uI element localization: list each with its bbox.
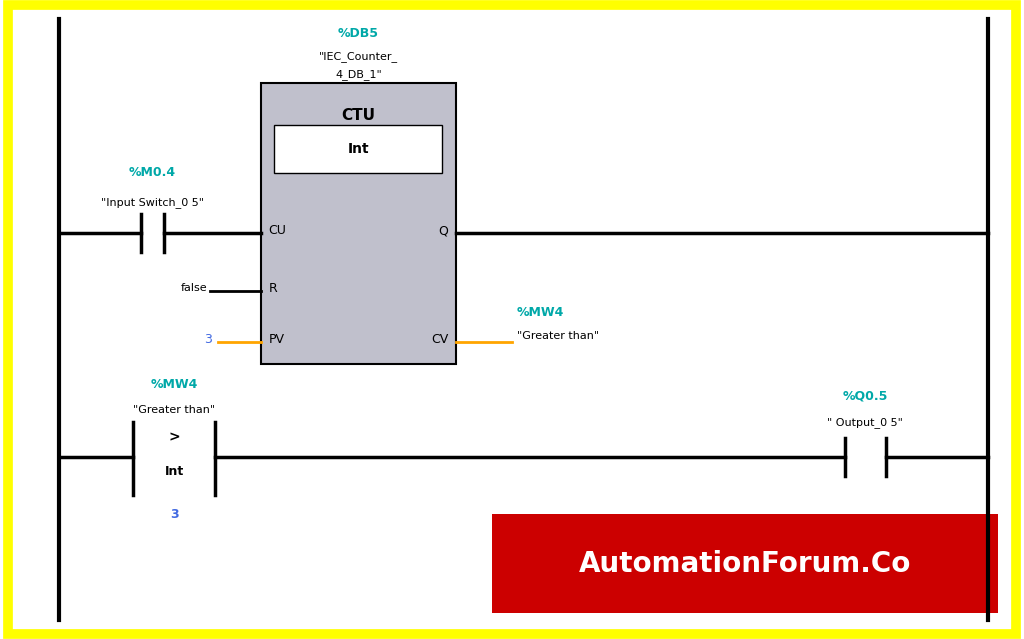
Text: >: > [168,431,180,445]
Text: AutomationForum.Co: AutomationForum.Co [579,550,911,578]
Text: CV: CV [431,333,449,346]
Text: %DB5: %DB5 [338,27,379,40]
Text: "Greater than": "Greater than" [133,405,215,415]
Text: R: R [268,282,278,295]
Text: %MW4: %MW4 [517,306,564,319]
Bar [261,83,456,364]
Text: 3: 3 [170,508,178,521]
Text: "Input Switch_0 5": "Input Switch_0 5" [101,197,204,208]
Bar [492,514,998,613]
Text: %MW4: %MW4 [151,378,198,391]
Text: "Greater than": "Greater than" [517,330,599,341]
Text: PV: PV [268,333,285,346]
Text: %Q0.5: %Q0.5 [843,390,888,403]
Text: "IEC_Counter_: "IEC_Counter_ [318,51,398,62]
Text: CTU: CTU [341,107,376,123]
Text: 4_DB_1": 4_DB_1" [335,69,382,80]
Text: CU: CU [268,224,286,237]
Text: %M0.4: %M0.4 [129,166,176,179]
Text: Int: Int [347,142,370,155]
Text: 3: 3 [204,333,212,346]
Text: false: false [180,283,207,293]
Bar [274,125,442,173]
Text: " Output_0 5": " Output_0 5" [827,417,903,428]
Text: Int: Int [165,465,183,478]
Text: Q: Q [438,224,449,237]
